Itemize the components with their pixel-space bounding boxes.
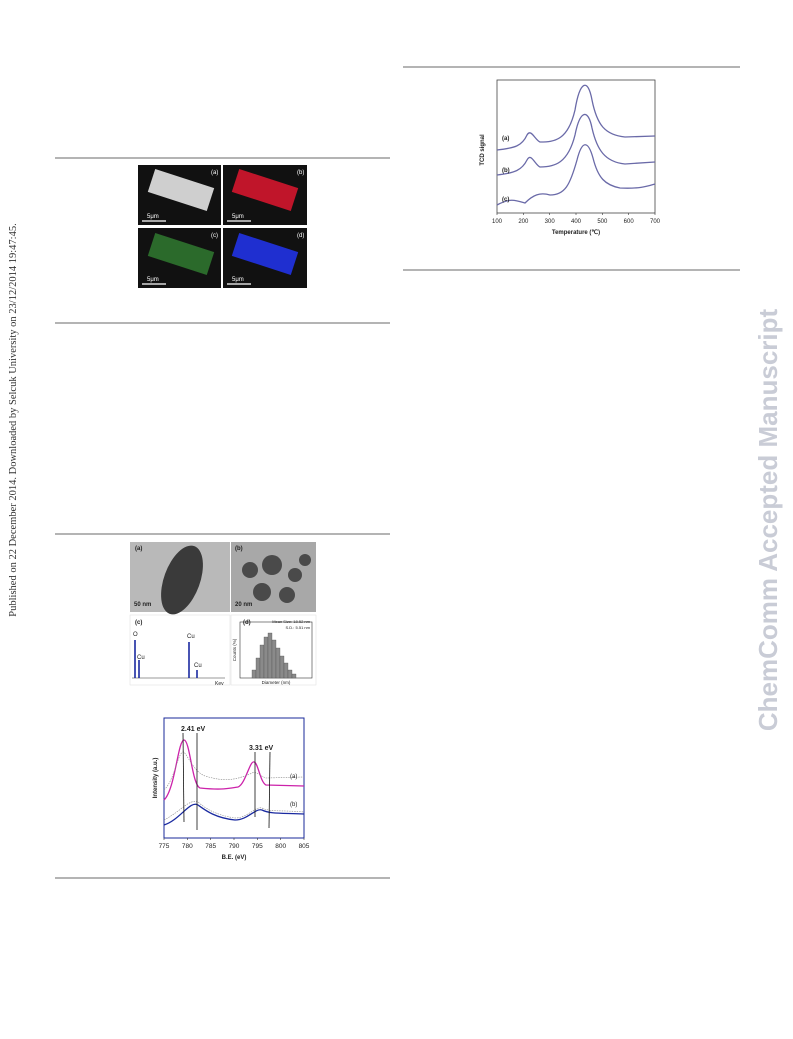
scale-bar-label: 20 nm (235, 602, 252, 608)
x-tick-label: 400 (571, 219, 582, 225)
tpr-y-label: TCD signal (480, 134, 486, 166)
x-tick-label: 805 (299, 843, 310, 850)
tem-figure: (a) (b) 50 nm 20 nm (c) O Cu Cu Cu Kev (… (129, 542, 317, 687)
scale-bar-label: 5μm (232, 277, 244, 283)
mapping-figure: (a) (b) (c) (d) 5μm 5μm 5μm 5μm (138, 165, 307, 288)
xps-curve-label: (a) (290, 774, 297, 780)
xps-annotation: 3.31 eV (249, 745, 273, 752)
panel-label: (b) (297, 170, 304, 176)
tpr-ticks: 100 200 300 400 500 600 700 (492, 213, 661, 225)
x-tick-label: 790 (229, 843, 240, 850)
tpr-curve-label: (a) (502, 136, 509, 142)
scale-bar-label: 5μm (147, 214, 159, 220)
x-tick-label: 800 (275, 843, 286, 850)
xps-figure: 2.41 eV 3.31 eV (a) (b) Intensity (a.u.)… (153, 717, 310, 861)
scale-bar-label: 50 nm (134, 602, 151, 608)
panel-label: (d) (297, 233, 304, 239)
x-tick-label: 700 (650, 219, 661, 225)
scale-bar-label: 5μm (147, 277, 159, 283)
eds-peak-label: Cu (187, 634, 195, 640)
panel-label: (b) (235, 546, 243, 552)
xps-y-label: Intensity (a.u.) (153, 758, 159, 799)
x-tick-label: 785 (205, 843, 216, 850)
tpr-curve-label: (c) (502, 197, 509, 203)
eds-peak-label: O (133, 632, 138, 638)
hist-stat: Mean Size: 18.52 nm (272, 619, 310, 624)
panel-label: (c) (135, 620, 142, 626)
x-tick-label: 600 (624, 219, 635, 225)
side-note: Published on 22 December 2014. Downloade… (8, 223, 19, 616)
x-tick-label: 500 (597, 219, 608, 225)
x-tick-label: 200 (518, 219, 529, 225)
tpr-x-label: Temperature (℃) (552, 229, 600, 236)
x-tick-label: 775 (159, 843, 170, 850)
panel-label: (a) (135, 546, 142, 552)
rules (55, 66, 740, 879)
hist-y-label: Counts (%) (232, 638, 237, 661)
xps-curve-label: (b) (290, 802, 297, 808)
watermark: ChemComm Accepted Manuscript (753, 308, 783, 731)
x-tick-label: 100 (492, 219, 503, 225)
x-tick-label: 300 (545, 219, 556, 225)
xps-annotation: 2.41 eV (181, 726, 205, 733)
eds-peak-label: Cu (137, 655, 145, 661)
panel-label: (d) (243, 620, 251, 626)
scale-bar-label: 5μm (232, 214, 244, 220)
xps-x-label: B.E. (eV) (222, 855, 247, 861)
tpr-figure: TCD signal (a) (b) (c) 100 200 300 400 500 60… (480, 79, 661, 236)
tpr-curve-label: (b) (502, 168, 510, 174)
x-tick-label: 780 (182, 843, 193, 850)
hist-x-label: Diameter (nm) (262, 680, 291, 685)
panel-label: (c) (211, 233, 218, 239)
panel-label: (a) (211, 170, 218, 176)
x-tick-label: 795 (252, 843, 263, 850)
eds-peak-label: Cu (194, 663, 202, 669)
xps-ticks: 775 780 785 790 795 800 805 (159, 838, 310, 850)
hist-stat: S.D.: 5.51 nm (286, 625, 311, 630)
eds-x-label: Kev (215, 681, 224, 687)
